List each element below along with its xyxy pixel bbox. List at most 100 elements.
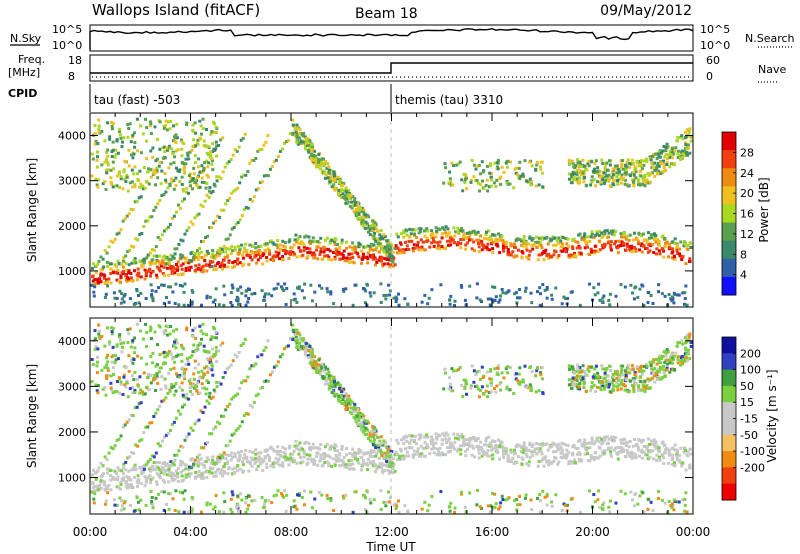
power-cell — [588, 235, 592, 239]
velocity-cell — [160, 375, 164, 379]
velocity-cell — [202, 464, 206, 467]
power-cell — [237, 145, 241, 149]
power-cell — [292, 243, 296, 247]
power-cell — [642, 163, 646, 167]
velocity-cell — [373, 438, 376, 442]
power-cell — [681, 156, 685, 160]
velocity-cell — [126, 328, 130, 332]
power-cell — [131, 156, 135, 160]
velocity-cell — [155, 372, 159, 376]
velocity-cell — [181, 445, 185, 449]
velocity-cell — [129, 345, 133, 349]
velocity-cell — [170, 383, 174, 387]
power-cell — [205, 296, 209, 300]
velocity-cell — [231, 467, 235, 471]
velocity-cell — [133, 371, 137, 374]
velocity-cell — [318, 447, 322, 451]
power-cell — [196, 249, 199, 253]
velocity-cell — [628, 440, 632, 443]
velocity-cell — [121, 472, 125, 476]
freq-right-tick-bottom: 0 — [706, 70, 713, 83]
velocity-cell — [122, 476, 125, 480]
power-cell — [118, 127, 122, 131]
power-cell — [603, 168, 607, 172]
velocity-cell — [220, 414, 224, 418]
power-cell — [297, 285, 301, 289]
power-cell — [554, 250, 558, 254]
velocity-cell — [230, 451, 234, 455]
velocity-cell — [308, 457, 312, 461]
power-cell — [137, 301, 141, 305]
power-cell — [211, 189, 215, 193]
power-cell — [173, 267, 177, 271]
power-cell — [669, 153, 673, 156]
velocity-cell — [567, 451, 571, 455]
power-cell — [462, 237, 466, 241]
power-cell — [476, 181, 480, 185]
velocity-cell — [410, 446, 414, 450]
power-cell — [105, 260, 109, 264]
power-cell — [636, 295, 640, 299]
velocity-cell — [224, 408, 228, 412]
power-cell — [356, 202, 360, 206]
power-cell — [153, 171, 157, 175]
power-cell — [464, 243, 468, 247]
velocity-cell — [145, 385, 148, 389]
power-cell — [486, 297, 490, 301]
velocity-cell — [145, 362, 149, 366]
velocity-cell — [686, 454, 690, 458]
velocity-cell — [93, 337, 97, 341]
velocity-cell — [266, 339, 270, 343]
power-cell — [124, 160, 128, 164]
power-cell — [310, 143, 314, 147]
velocity-cell — [642, 451, 645, 454]
velocity-cell — [105, 356, 109, 360]
power-cell — [114, 152, 118, 156]
velocity-cell — [525, 455, 529, 459]
power-cell — [112, 167, 115, 171]
velocity-cell — [178, 373, 182, 377]
power-cell — [167, 261, 171, 265]
power-cell — [139, 275, 143, 279]
velocity-cell — [628, 453, 632, 457]
velocity-cell — [381, 469, 384, 473]
freq-label-1: Freq. — [18, 53, 45, 66]
power-cell — [545, 286, 549, 289]
velocity-cell — [146, 476, 149, 480]
power-cell — [114, 148, 118, 152]
velocity-cell — [372, 433, 376, 437]
velocity-cell — [590, 436, 594, 440]
power-cell — [207, 263, 211, 267]
power-cell — [165, 146, 169, 150]
power-cell — [457, 242, 461, 246]
velocity-cell — [143, 392, 147, 396]
power-cell — [153, 125, 157, 129]
power-cell — [655, 157, 659, 161]
power-cell — [584, 168, 588, 172]
velocity-cell — [658, 450, 661, 454]
power-cell — [150, 293, 154, 297]
power-cell — [376, 237, 380, 241]
cpid-row: CPID tau (fast) -503 themis (tau) 3310 — [8, 84, 503, 112]
power-cell — [686, 247, 690, 251]
velocity-cell — [137, 402, 141, 406]
power-cell — [218, 215, 222, 219]
power-cell — [675, 248, 679, 252]
power-cell — [379, 244, 383, 248]
power-cell — [503, 241, 507, 245]
power-cell — [372, 291, 376, 295]
power-cell — [184, 260, 188, 264]
velocity-cell — [583, 452, 587, 456]
power-cell — [327, 171, 331, 175]
power-cell — [638, 287, 642, 291]
power-cell — [645, 247, 649, 250]
power-cell — [112, 291, 116, 295]
velocity-cell — [488, 454, 492, 458]
velocity-cell — [578, 452, 582, 456]
velocity-cell — [149, 337, 153, 341]
velocity-cell — [176, 472, 180, 476]
velocity-cell — [133, 475, 136, 479]
power-cell — [607, 298, 611, 302]
power-cell — [146, 269, 149, 273]
velocity-cell — [123, 383, 127, 387]
